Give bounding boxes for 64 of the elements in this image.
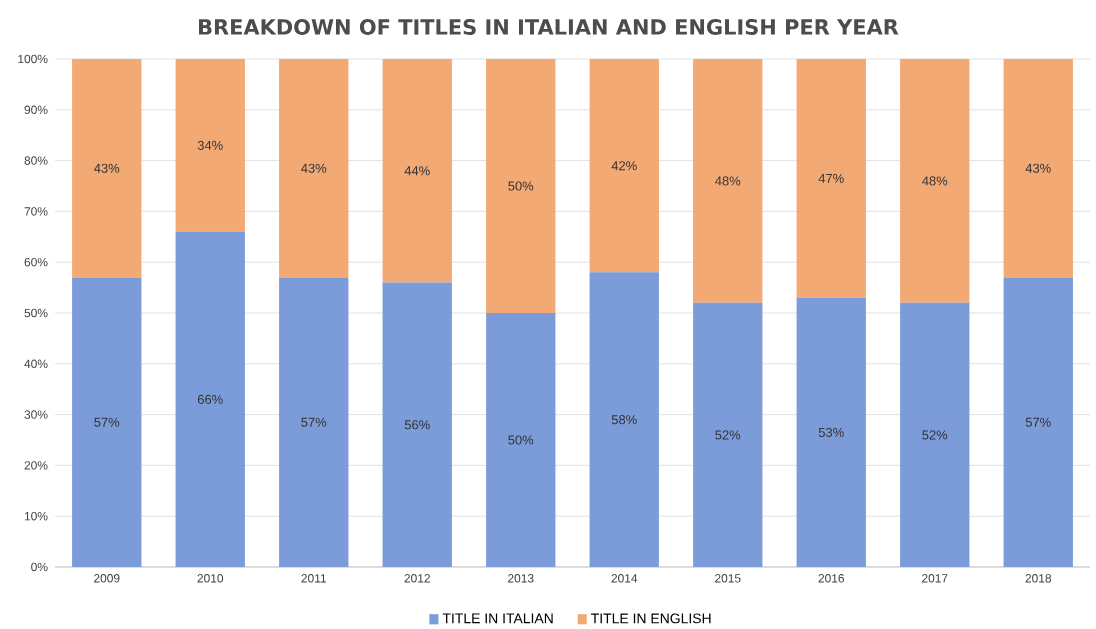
bar (693, 302, 763, 567)
data-label: 50% (508, 181, 534, 191)
bar (72, 277, 142, 567)
y-tick-label: 10% (24, 511, 48, 521)
bar (1003, 58, 1073, 278)
x-tick-label: 2014 (611, 574, 638, 583)
y-tick-label: 60% (24, 257, 48, 267)
bar (175, 58, 245, 232)
data-label: 57% (1025, 417, 1051, 427)
y-tick-label: 70% (24, 207, 48, 216)
bar (589, 58, 659, 273)
bar (175, 231, 245, 567)
data-label: 57% (94, 417, 120, 427)
y-tick-label: 100% (18, 54, 48, 64)
bar (796, 297, 866, 567)
y-tick-label: 30% (24, 410, 48, 419)
data-label: 53% (818, 427, 844, 437)
bar (279, 277, 349, 567)
x-tick-label: 2017 (922, 574, 948, 583)
x-tick-label: 2016 (818, 574, 845, 583)
x-tick-label: 2009 (94, 574, 120, 583)
data-label: 42% (611, 161, 637, 171)
data-label: 48% (922, 176, 948, 186)
x-tick-label: 2015 (715, 574, 741, 583)
bar (1003, 277, 1073, 567)
data-label: 52% (922, 430, 948, 440)
x-tick-label: 2013 (508, 574, 534, 583)
data-label: 58% (611, 415, 637, 425)
bar (486, 58, 556, 313)
data-label: 48% (715, 176, 741, 186)
bar (796, 58, 866, 298)
y-tick-label: 20% (24, 461, 48, 470)
chart-title: BREAKDOWN OF TITLES IN ITALIAN AND ENGLISH PER YEAR (199, 19, 899, 35)
data-label: 52% (715, 430, 741, 440)
bar (72, 58, 142, 278)
y-tick-label: 0% (31, 562, 48, 572)
x-tick-label: 2010 (197, 574, 224, 583)
y-tick-label: 40% (24, 359, 48, 369)
bar (589, 272, 659, 567)
x-tick-label: 2018 (1025, 574, 1052, 583)
legend-label: TITLE IN ENGLISH (591, 613, 711, 624)
bar (693, 58, 763, 303)
data-label: 50% (508, 435, 534, 445)
x-tick-label: 2012 (404, 574, 430, 583)
bar (382, 58, 452, 283)
data-label: 43% (94, 163, 120, 173)
y-tick-label: 80% (24, 156, 48, 165)
data-label: 43% (301, 163, 327, 173)
data-label: 57% (301, 417, 327, 427)
bar (900, 58, 970, 303)
bar (279, 58, 349, 278)
data-label: 56% (404, 420, 430, 430)
data-label: 34% (197, 140, 223, 150)
bar (486, 313, 556, 567)
data-label: 66% (197, 394, 223, 404)
y-tick-label: 50% (24, 308, 48, 318)
data-label: 47% (818, 173, 844, 183)
data-label: 44% (404, 166, 430, 176)
legend-label: TITLE IN ITALIAN (442, 613, 553, 624)
bar (382, 282, 452, 567)
data-label: 43% (1025, 163, 1051, 173)
x-tick-label: 2011 (301, 574, 327, 583)
y-tick-label: 90% (24, 105, 48, 115)
bar (900, 302, 970, 567)
